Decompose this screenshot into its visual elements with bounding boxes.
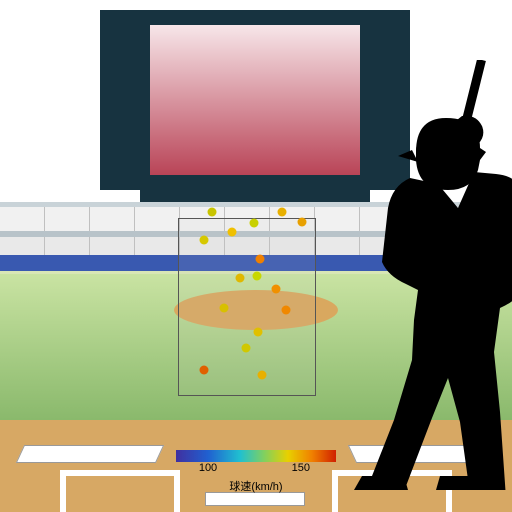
legend-gradient-bar	[176, 450, 336, 462]
plate-line	[16, 445, 164, 463]
legend-title: 球速(km/h)	[176, 478, 336, 494]
pitch-marker	[258, 371, 267, 380]
pitch-marker	[272, 285, 281, 294]
legend-tick: 150	[292, 462, 310, 474]
batter-silhouette	[312, 60, 512, 490]
pitch-marker	[236, 274, 245, 283]
plate-line	[205, 492, 305, 506]
legend-ticks: 100 150	[176, 462, 336, 476]
pitch-marker	[254, 328, 263, 337]
pitch-marker	[298, 218, 307, 227]
pitch-marker	[242, 344, 251, 353]
speed-legend: 100 150 球速(km/h)	[176, 450, 336, 494]
pitch-marker	[253, 272, 262, 281]
pitch-marker	[220, 304, 229, 313]
pitch-marker	[256, 255, 265, 264]
pitch-marker	[282, 306, 291, 315]
pitch-chart: 100 150 球速(km/h)	[0, 0, 512, 512]
pitch-marker	[228, 228, 237, 237]
pitch-marker	[278, 208, 287, 217]
legend-tick: 100	[199, 462, 217, 474]
pitch-marker	[200, 366, 209, 375]
pitch-marker	[200, 236, 209, 245]
pitch-marker	[208, 208, 217, 217]
batter-box	[60, 470, 180, 512]
pitch-marker	[250, 219, 259, 228]
